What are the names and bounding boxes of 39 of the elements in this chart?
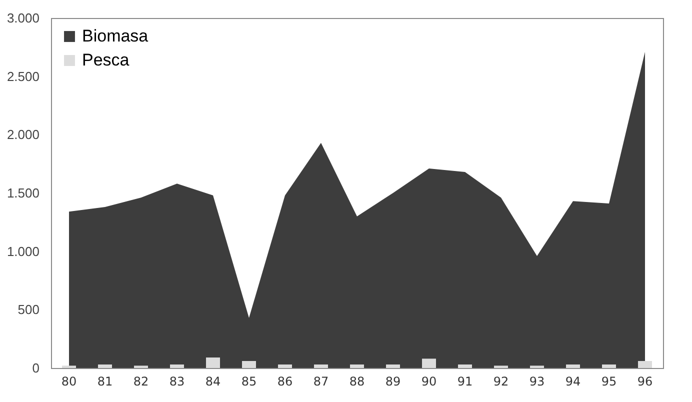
- x-tick-label: 89: [385, 374, 401, 388]
- bar: [638, 361, 652, 368]
- x-tick-label: 83: [169, 374, 185, 388]
- x-tick-label: 81: [97, 374, 113, 388]
- x-tick-label: 87: [313, 374, 329, 388]
- x-tick-label: 82: [133, 374, 149, 388]
- x-tick-label: 94: [565, 374, 581, 388]
- bar: [314, 364, 328, 368]
- y-tick-label: 500: [18, 302, 40, 318]
- bar: [602, 364, 616, 368]
- x-tick-label: 85: [241, 374, 257, 388]
- bar: [458, 364, 472, 368]
- bar: [98, 364, 112, 368]
- y-tick-label: 1.500: [6, 186, 40, 200]
- x-tick-label: 88: [349, 374, 365, 388]
- x-tick-label: 93: [529, 374, 545, 388]
- legend-label: Pesca: [82, 50, 130, 70]
- bar: [386, 364, 400, 368]
- y-tick-label: 2.000: [6, 127, 40, 142]
- legend-label: Biomasa: [82, 26, 149, 46]
- y-tick-label: 0: [32, 360, 40, 376]
- y-tick-label: 2.500: [6, 68, 40, 84]
- bar: [566, 364, 580, 368]
- bar: [206, 358, 220, 368]
- x-tick-label: 96: [637, 374, 653, 388]
- bar: [278, 364, 292, 368]
- x-tick-label: 95: [601, 374, 617, 388]
- x-tick-label: 90: [421, 374, 437, 388]
- x-tick-label: 84: [205, 374, 221, 388]
- x-tick-label: 91: [457, 374, 473, 388]
- y-tick-label: 1.000: [6, 244, 40, 259]
- x-tick-label: 80: [61, 374, 77, 388]
- y-tick-label: 3.000: [6, 10, 40, 26]
- x-tick-label: 86: [277, 374, 293, 388]
- bar: [170, 364, 184, 368]
- bar: [350, 364, 364, 368]
- bar: [242, 361, 256, 368]
- bar: [422, 358, 436, 368]
- x-tick-label: 92: [493, 374, 509, 388]
